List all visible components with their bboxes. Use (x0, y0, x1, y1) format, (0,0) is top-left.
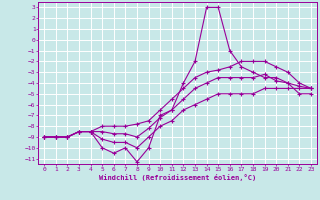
X-axis label: Windchill (Refroidissement éolien,°C): Windchill (Refroidissement éolien,°C) (99, 174, 256, 181)
